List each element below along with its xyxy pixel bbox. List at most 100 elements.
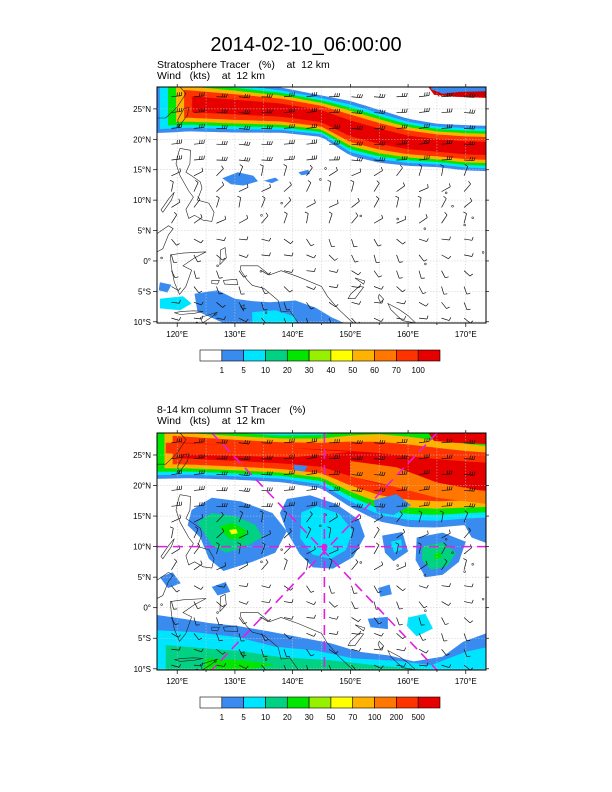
wind-barb-feather xyxy=(451,502,453,506)
wind-barb-feather xyxy=(222,651,226,655)
wind-barb-shaft xyxy=(171,238,177,246)
wind-barb-feather xyxy=(361,456,363,460)
colorbar-level-label: 100 xyxy=(368,713,382,722)
wind-barb-shaft xyxy=(261,270,269,276)
wind-barb-feather xyxy=(334,604,338,608)
wind-barb-feather xyxy=(402,528,406,533)
wind-barb-shaft xyxy=(283,270,292,273)
wind-barb-shaft xyxy=(171,254,175,263)
wind-barb-feather xyxy=(314,614,316,619)
wind-barb-shaft xyxy=(441,198,447,208)
wind-barb-feather xyxy=(310,654,315,657)
wind-barb-feather xyxy=(406,124,408,129)
wind-barb-shaft xyxy=(216,531,225,539)
wind-barb-feather xyxy=(338,156,341,160)
coastline-shape xyxy=(157,433,187,465)
wind-barb-feather xyxy=(264,639,269,641)
wind-barb-feather xyxy=(248,110,251,114)
wind-barb-feather xyxy=(179,299,181,304)
wind-barb-shaft xyxy=(171,548,181,555)
wind-barb-shaft xyxy=(216,585,225,588)
wind-barb-feather xyxy=(327,526,332,529)
wind-barb-feather xyxy=(377,244,382,247)
wind-barb-feather xyxy=(221,93,224,98)
wind-barb-shaft xyxy=(328,170,338,177)
wind-barb-shaft xyxy=(283,664,287,670)
axis-ticks xyxy=(153,430,489,674)
wind-barb-feather xyxy=(290,587,294,591)
wind-barb-shaft xyxy=(441,95,452,98)
wind-barb-shaft xyxy=(238,617,244,625)
wind-barb-shaft xyxy=(373,617,379,625)
y-tick-label: 0° xyxy=(143,604,151,613)
wind-barb-shaft xyxy=(351,301,360,305)
colorbar-level-label: 100 xyxy=(412,366,426,375)
y-tick-label: 10°N xyxy=(133,543,151,552)
wind-barb-feather xyxy=(271,455,273,460)
wind-barb-feather xyxy=(221,156,224,161)
wind-barb-shaft xyxy=(261,165,264,176)
wind-barb-feather xyxy=(403,140,406,144)
wind-barb-shaft xyxy=(306,302,312,310)
wind-barb-shaft xyxy=(373,317,382,322)
wind-barb-shaft xyxy=(441,302,447,309)
islet xyxy=(160,256,163,260)
wind-barb-shaft xyxy=(171,457,182,460)
wind-barb-feather xyxy=(356,471,359,476)
wind-barb-feather xyxy=(338,93,341,97)
x-tick-label: 150°E xyxy=(339,677,361,686)
wind-barb-feather xyxy=(358,157,361,161)
wind-barb-feather xyxy=(399,164,403,169)
wind-barb-feather xyxy=(289,438,291,443)
colorbar-swatch xyxy=(286,696,310,709)
wind-barb-feather xyxy=(261,195,266,199)
wind-barb-shaft xyxy=(193,182,199,192)
wind-barb-feather xyxy=(268,237,272,242)
wind-barb-shaft xyxy=(306,633,315,637)
colorbar-swatch xyxy=(221,349,244,362)
wind-barb-feather xyxy=(444,558,448,562)
wind-barb-shaft xyxy=(464,505,475,508)
wind-barb-shaft xyxy=(171,664,180,668)
coastline-shape xyxy=(157,87,187,119)
wind-barb-feather xyxy=(239,510,243,514)
wind-barb-shaft xyxy=(261,96,272,98)
wind-barb-shaft xyxy=(419,457,430,460)
wind-barb-shaft xyxy=(351,171,361,177)
wind-barb-shaft xyxy=(193,517,204,523)
wind-barb-shaft xyxy=(171,286,179,291)
x-tick-label: 150°E xyxy=(339,330,361,339)
wind-barb-feather xyxy=(265,559,269,563)
wind-barb-shaft xyxy=(193,170,204,177)
wind-barb-feather xyxy=(404,562,407,566)
colorbar-swatch xyxy=(265,696,288,709)
wind-barb-shaft xyxy=(418,254,425,262)
wind-barb-feather xyxy=(451,139,453,144)
wind-barb-shaft xyxy=(193,254,198,263)
wind-barb-feather xyxy=(356,439,359,444)
wind-barb-feather xyxy=(361,157,363,162)
wind-barb-shaft xyxy=(396,565,406,571)
wind-barb-feather xyxy=(242,654,247,657)
wind-barb-shaft xyxy=(216,317,225,320)
wind-barb-feather xyxy=(473,487,476,492)
wind-barb-feather xyxy=(197,260,202,263)
wind-barb-feather xyxy=(334,502,336,507)
wind-barb-feather xyxy=(226,109,228,114)
colorbar-level-label: 20 xyxy=(283,713,292,722)
islet xyxy=(463,223,466,227)
islet xyxy=(324,167,327,170)
wind-barb-feather xyxy=(361,94,363,98)
hatch-line xyxy=(492,87,500,97)
wind-barb-shaft xyxy=(261,128,272,130)
wind-barb-feather xyxy=(334,124,336,129)
wind-barb-feather xyxy=(264,292,269,295)
wind-barb-feather xyxy=(403,438,406,443)
wind-barb-feather xyxy=(178,198,181,203)
wind-barb-shaft xyxy=(261,317,267,323)
wind-barb-feather xyxy=(448,454,451,459)
wind-barb-shaft xyxy=(171,504,182,507)
wind-barb-feather xyxy=(471,439,474,444)
wind-barb-feather xyxy=(358,272,361,276)
wind-barb-shaft xyxy=(351,601,356,609)
